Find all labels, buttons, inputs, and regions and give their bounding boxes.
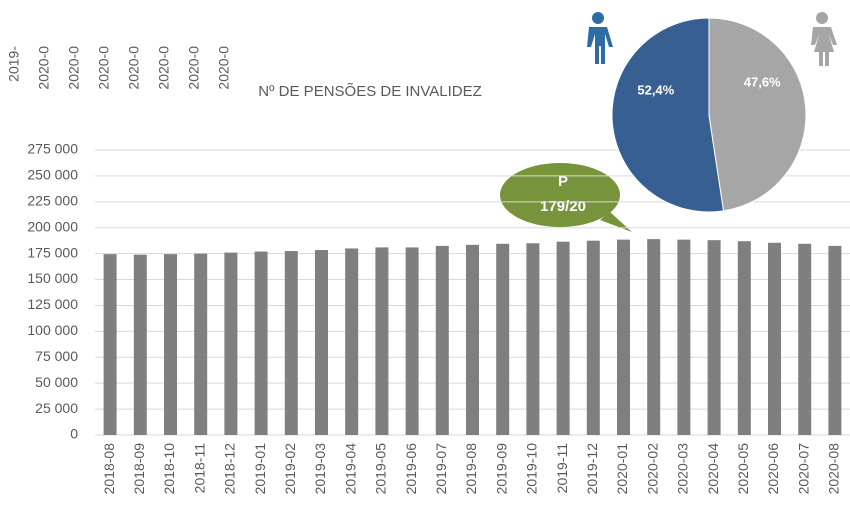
x-tick-label: 2020-07 [795, 443, 811, 495]
chart-title: Nº DE PENSÕES DE INVALIDEZ [258, 83, 482, 100]
x-tick-label: 2019-03 [312, 443, 328, 495]
bar [768, 242, 781, 435]
clipped-label: 2019- [6, 46, 22, 82]
bar [526, 243, 540, 435]
x-tick-label: 2020-06 [765, 443, 781, 495]
x-tick-label: 2018-08 [101, 443, 117, 495]
x-tick-label: 2019-04 [342, 443, 358, 495]
clipped-label: 2020-0 [186, 46, 202, 90]
clipped-label: 2020-0 [96, 46, 112, 90]
callout: P 179/20 [500, 163, 632, 232]
x-tick-label: 2018-11 [191, 443, 207, 494]
bar [315, 250, 328, 435]
y-tick-label: 275 000 [27, 141, 78, 157]
x-tick-label: 2018-10 [161, 443, 177, 495]
bar [194, 253, 208, 435]
y-tick-label: 175 000 [27, 244, 78, 260]
bar [556, 241, 570, 435]
y-tick-label: 100 000 [27, 322, 78, 338]
pie-label: 47,6% [744, 74, 781, 89]
x-tick-label: 2020-01 [614, 443, 630, 495]
x-tick-label: 2019-12 [584, 443, 600, 495]
bar [133, 254, 147, 435]
clipped-label: 2020-0 [36, 46, 52, 90]
x-tick-label: 2020-05 [735, 443, 751, 495]
x-tick-label: 2020-02 [644, 443, 660, 495]
x-tick-label: 2019-05 [373, 443, 389, 495]
bar [466, 244, 479, 435]
bar [284, 251, 298, 435]
bar [798, 243, 812, 435]
bar [647, 239, 661, 435]
y-tick-label: 125 000 [27, 296, 78, 312]
bar [737, 241, 751, 435]
x-tick-label: 2018-09 [131, 443, 147, 495]
bar [435, 245, 449, 435]
x-tick-label: 2019-02 [282, 443, 298, 495]
bar [164, 254, 177, 435]
bar [405, 247, 419, 435]
callout-text: P [558, 173, 568, 190]
bar [828, 245, 842, 435]
bar [677, 239, 691, 435]
y-tick-label: 50 000 [35, 374, 78, 390]
y-tick-label: 25 000 [35, 400, 78, 416]
x-tick-label: 2019-11 [554, 443, 570, 494]
pie-label: 52,4% [637, 82, 674, 97]
y-tick-label: 225 000 [27, 193, 78, 209]
x-tick-label: 2019-09 [493, 443, 509, 495]
man-icon [587, 12, 613, 64]
x-tick-label: 2018-12 [222, 443, 238, 495]
x-tick-label: 2019-01 [252, 443, 268, 495]
callout-text: 179/20 [540, 198, 586, 215]
clipped-label: 2020-0 [216, 46, 232, 90]
y-tick-label: 250 000 [27, 167, 78, 183]
x-tick-label: 2019-10 [524, 443, 540, 495]
y-tick-label: 150 000 [27, 270, 78, 286]
pie-slice [708, 17, 807, 212]
y-tick-label: 0 [70, 426, 78, 442]
clipped-label: 2020-0 [156, 46, 172, 90]
clipped-label: 2020-0 [66, 46, 82, 90]
x-tick-label: 2019-07 [433, 443, 449, 495]
bar [345, 248, 359, 435]
bar [496, 243, 510, 435]
bar [375, 247, 389, 435]
bar [254, 251, 268, 435]
pie-slice [611, 17, 725, 213]
bar [707, 240, 721, 435]
bar [617, 239, 630, 435]
x-tick-label: 2020-03 [675, 443, 691, 495]
bar [586, 240, 600, 435]
bar [224, 252, 238, 435]
bar [103, 254, 117, 435]
x-tick-label: 2020-04 [705, 443, 721, 495]
x-tick-label: 2019-08 [463, 443, 479, 495]
clipped-label: 2020-0 [126, 46, 142, 90]
woman-icon [811, 12, 837, 66]
y-tick-label: 200 000 [27, 218, 78, 234]
y-tick-label: 75 000 [35, 348, 78, 364]
x-tick-label: 2019-06 [403, 443, 419, 495]
x-tick-label: 2020-08 [826, 443, 842, 495]
